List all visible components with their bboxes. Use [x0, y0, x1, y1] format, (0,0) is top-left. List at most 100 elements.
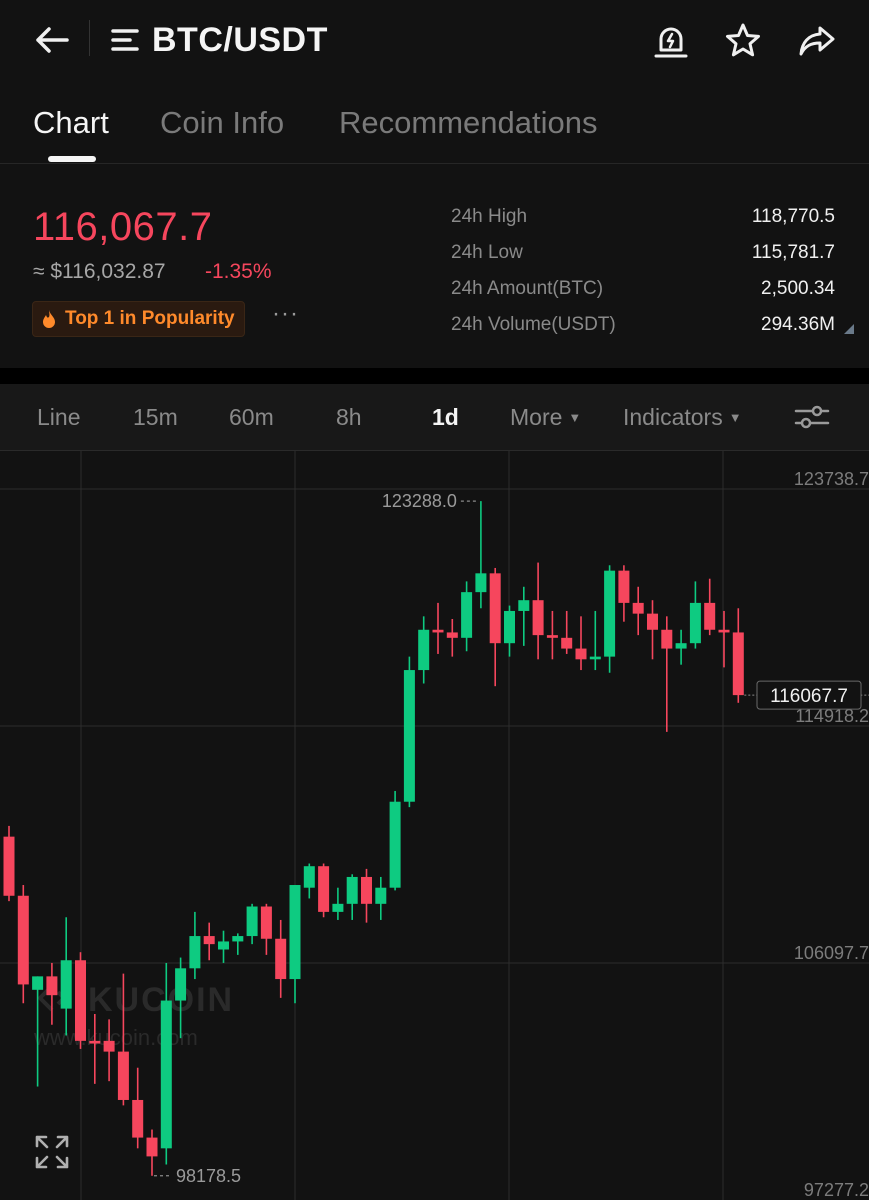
interval-toolbar: Line 15m 60m 8h 1d More ▼ Indicators ▼: [0, 384, 869, 451]
fiat-price: ≈ $116,032.87: [33, 260, 166, 283]
candle-body: [361, 876, 372, 904]
interval-line[interactable]: Line: [37, 404, 81, 430]
candle-body: [60, 960, 72, 1009]
candle-body: [32, 976, 44, 990]
candle-body: [575, 648, 587, 660]
candle-body: [375, 887, 387, 904]
chart-settings-button[interactable]: [794, 402, 830, 432]
candle-body: [475, 573, 487, 593]
candle-body: [546, 635, 558, 638]
y-axis-tick-label: 97277.2: [804, 1180, 869, 1200]
candle-body: [189, 936, 201, 969]
last-price-tag-label: 116067.7: [770, 686, 848, 707]
fullscreen-button[interactable]: [34, 1134, 70, 1170]
candle-body: [561, 637, 573, 649]
candle-body: [661, 629, 673, 649]
y-axis-tick-label: 106097.7: [794, 943, 869, 963]
y-axis-tick-label: 114918.2: [795, 706, 869, 726]
candle-body: [46, 976, 58, 996]
candle-body: [117, 1051, 129, 1100]
header-divider: [89, 20, 90, 56]
candle-body: [689, 602, 701, 644]
candle-body: [389, 801, 401, 888]
candle-body: [289, 885, 301, 980]
more-options-button[interactable]: ···: [272, 300, 299, 327]
expand-icon: [35, 1135, 69, 1169]
interval-8h[interactable]: 8h: [336, 404, 362, 430]
section-tabs: Chart Coin Info Recommendations: [0, 95, 869, 164]
stat-24h-amount-label: 24h Amount(BTC): [451, 278, 604, 299]
stat-24h-high-value: 118,770.5: [751, 206, 835, 227]
candle-body: [103, 1040, 115, 1052]
caret-down-icon: ▼: [728, 410, 742, 425]
candle-body: [175, 968, 187, 1001]
candles: [3, 501, 744, 1176]
corner-triangle-icon: [844, 324, 854, 334]
stat-24h-low-value: 115,781.7: [751, 242, 835, 263]
y-axis-tick-label: 123738.7: [794, 469, 869, 489]
share-icon: [799, 26, 835, 56]
candle-body: [218, 941, 229, 950]
candle-body: [303, 866, 315, 888]
chart-labels: 123738.7 114918.2 106097.7 97277.2 123288.0 9…: [154, 469, 869, 1200]
candle-body: [75, 960, 86, 1041]
tab-chart[interactable]: Chart: [33, 105, 109, 140]
candle-body: [532, 600, 544, 636]
candle-body: [318, 866, 330, 912]
candle-body: [203, 936, 215, 945]
candle-body: [718, 629, 730, 633]
candle-body: [632, 602, 644, 614]
pair-selector[interactable]: BTC/USDT: [110, 18, 328, 62]
watermark-url: www.kucoin.com: [33, 1025, 198, 1050]
candle-body: [604, 570, 616, 657]
interval-60m[interactable]: 60m: [229, 404, 274, 430]
popularity-label: Top 1 in Popularity: [65, 308, 235, 329]
candle-body: [446, 632, 458, 638]
candle-body: [504, 610, 515, 644]
candle-body: [232, 936, 244, 942]
candle-body: [346, 876, 358, 904]
fire-icon: [43, 310, 55, 328]
candle-body: [461, 592, 473, 638]
interval-15m[interactable]: 15m: [133, 404, 178, 430]
section-separator: [0, 368, 869, 384]
candle-body: [246, 906, 258, 937]
candle-body: [418, 629, 430, 671]
sliders-icon: [794, 405, 830, 429]
stat-24h-volume-label: 24h Volume(USDT): [451, 314, 616, 335]
low-price-label: 98178.5: [176, 1166, 241, 1186]
candle-body: [432, 629, 444, 633]
candle-body: [160, 1000, 172, 1149]
candle-body: [332, 903, 344, 912]
tab-coin-info[interactable]: Coin Info: [160, 105, 285, 140]
last-price-tag: [756, 680, 862, 710]
interval-more-dropdown[interactable]: More ▼: [510, 404, 581, 431]
favorite-button[interactable]: [722, 20, 764, 62]
back-button[interactable]: [30, 20, 74, 60]
watermark-brand: KUCOIN: [88, 981, 234, 1019]
indicators-dropdown[interactable]: Indicators ▼: [623, 404, 742, 431]
stat-24h-high-label: 24h High: [451, 206, 528, 227]
candle-body: [132, 1099, 144, 1138]
top-header: BTC/USDT: [0, 0, 869, 80]
candle-body: [89, 1040, 101, 1044]
stat-24h-volume-value: 294.36M: [761, 314, 835, 335]
tab-recommendations[interactable]: Recommendations: [339, 105, 598, 140]
interval-more-label: More: [510, 404, 563, 430]
price-change-percent: -1.35%: [205, 260, 272, 283]
interval-1d[interactable]: 1d: [432, 404, 459, 430]
candle-body: [732, 632, 744, 696]
share-button[interactable]: [796, 20, 838, 62]
star-icon: [726, 23, 760, 57]
candle-body: [518, 600, 530, 611]
candle-body: [675, 643, 687, 649]
price-alert-button[interactable]: [650, 20, 692, 62]
candle-body: [403, 670, 415, 802]
candle-body: [618, 570, 630, 603]
candle-body: [704, 602, 716, 630]
stat-24h-low-label: 24h Low: [451, 242, 523, 263]
popularity-badge[interactable]: Top 1 in Popularity: [32, 301, 245, 337]
candle-body: [647, 613, 658, 630]
candlestick-chart[interactable]: KUCOIN www.kucoin.com 123738.7 114918.2 10…: [0, 451, 869, 1200]
candle-body: [260, 906, 272, 939]
